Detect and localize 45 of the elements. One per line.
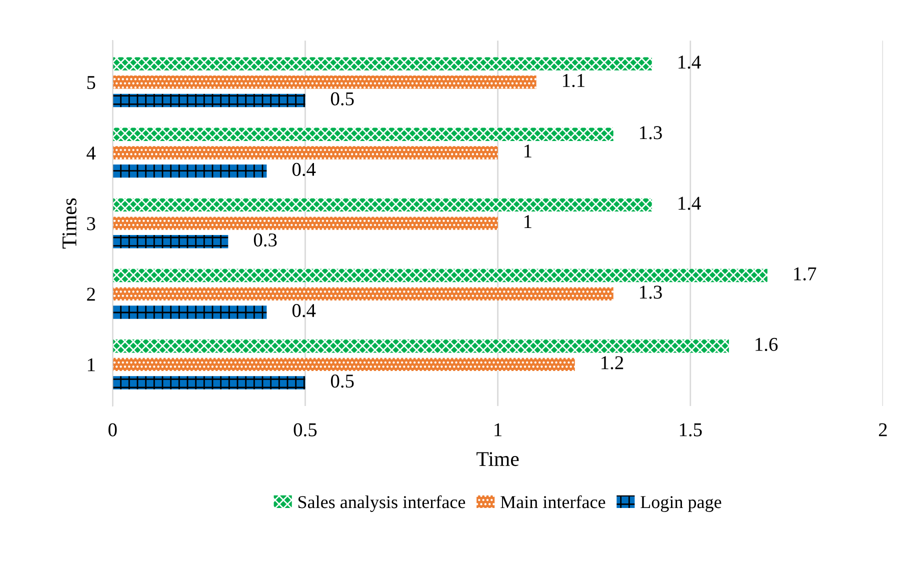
bar	[112, 268, 768, 282]
bar	[112, 287, 614, 300]
x-tick-label: 1	[494, 423, 502, 436]
x-tick-label: 1.5	[680, 423, 702, 436]
bar	[112, 146, 498, 160]
data-label: 1	[524, 144, 532, 158]
data-label: 0.3	[254, 233, 277, 247]
y-tick-label: 1	[88, 358, 95, 372]
x-tick-label: 0	[108, 423, 117, 436]
y-tick-label: 2	[87, 288, 95, 301]
bar	[112, 376, 306, 390]
x-axis-title: Time	[476, 452, 519, 466]
bar	[112, 198, 652, 212]
bar	[112, 216, 498, 230]
data-label: 0.5	[330, 92, 354, 106]
bar	[112, 339, 729, 353]
bar	[112, 128, 614, 141]
data-label: 1.4	[678, 56, 701, 69]
data-label: 0.4	[292, 162, 316, 176]
y-axis-title: Times	[62, 198, 76, 249]
data-label: 1.7	[794, 267, 816, 280]
bar	[112, 94, 306, 108]
x-tick-label: 0.5	[294, 423, 317, 436]
legend-label: Main interface	[500, 495, 606, 508]
y-tick-label: 4	[86, 146, 96, 160]
data-label: 1.3	[640, 286, 662, 299]
data-label: 1.3	[640, 126, 662, 140]
data-label: 1.4	[678, 196, 701, 210]
bar	[112, 164, 267, 178]
bar	[112, 57, 652, 70]
x-tick-label: 2	[878, 423, 887, 436]
data-label: 1.2	[602, 356, 624, 370]
bar	[112, 306, 267, 319]
bar	[112, 235, 228, 248]
data-label: 0.5	[330, 374, 354, 388]
bar	[112, 358, 575, 372]
data-label: 1.6	[756, 338, 778, 352]
data-label: 0.4	[292, 304, 316, 318]
y-tick-label: 3	[87, 217, 96, 230]
legend-label: Login page	[640, 496, 722, 512]
bar	[112, 76, 536, 89]
legend-label: Sales analysis interface	[298, 495, 466, 512]
data-label: 1	[524, 215, 532, 228]
data-label: 1.1	[563, 74, 584, 88]
y-tick-label: 5	[87, 76, 96, 90]
